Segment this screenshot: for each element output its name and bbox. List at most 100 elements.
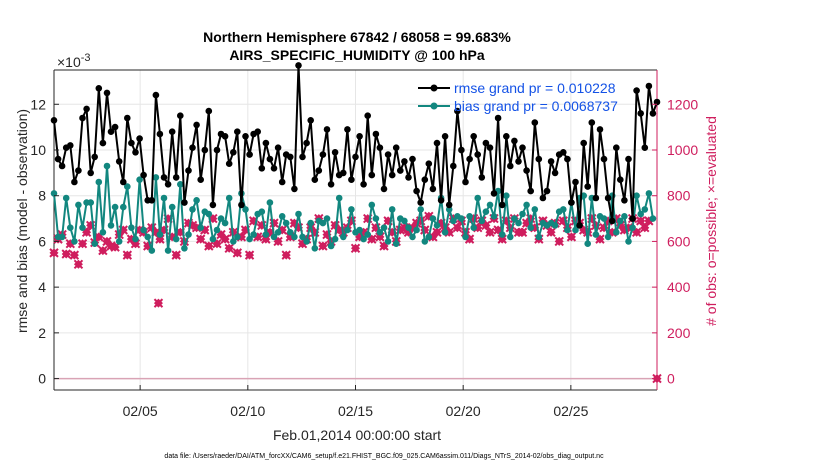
- bias-point-3: [62, 194, 70, 202]
- bias-point-14: [107, 222, 115, 229]
- rmse-point-65: [315, 167, 323, 174]
- rmse-point-16: [115, 158, 123, 165]
- bias-point-77: [364, 231, 372, 238]
- rmse-point-73: [348, 176, 355, 183]
- rmse-point-31: [177, 112, 184, 119]
- rmse-point-104: [474, 151, 482, 158]
- rmse-point-116: [523, 167, 530, 174]
- rmse-point-145: [641, 144, 649, 151]
- bias-point-0: [50, 190, 58, 197]
- bias-point-38: [205, 210, 213, 218]
- rmse-point-34: [189, 144, 196, 151]
- bias-point-20: [132, 235, 139, 243]
- bias-point-67: [323, 215, 331, 222]
- rmse-point-43: [225, 160, 233, 167]
- bias-point-78: [368, 201, 376, 209]
- rmse-point-62: [303, 139, 310, 147]
- bias-point-66: [319, 219, 327, 227]
- obs-evaluated-7: [77, 239, 88, 249]
- bias-point-27: [160, 194, 168, 202]
- bias-point-105: [478, 217, 486, 225]
- bias-point-13: [103, 162, 111, 170]
- bias-point-29: [168, 203, 176, 211]
- rmse-point-67: [323, 126, 331, 133]
- bias-point-56: [278, 213, 286, 220]
- rmse-point-135: [600, 155, 608, 163]
- rmse-point-12: [99, 139, 107, 147]
- bias-point-23: [144, 233, 151, 241]
- bias-point-54: [270, 233, 278, 241]
- bias-point-94: [433, 222, 441, 229]
- bias-point-41: [217, 215, 225, 222]
- bias-point-26: [156, 231, 164, 238]
- bias-point-101: [462, 233, 469, 241]
- bias-point-79: [372, 215, 380, 222]
- rmse-point-38: [205, 107, 213, 115]
- chart-title-line2: AIRS_SPECIFIC_HUMIDITY @ 100 hPa: [229, 47, 485, 63]
- bias-point-15: [111, 203, 119, 211]
- rmse-point-1: [54, 155, 62, 163]
- rmse-point-69: [331, 149, 339, 156]
- x-tick-label-4: 02/25: [553, 403, 588, 419]
- rmse-point-40: [213, 146, 221, 154]
- y-right-tick-label-0: 0: [667, 371, 675, 387]
- bias-point-58: [287, 229, 294, 236]
- y-left-tick-label-6: 12: [30, 96, 46, 112]
- rmse-point-83: [388, 171, 396, 179]
- bias-series: [50, 162, 657, 254]
- bias-point-9: [87, 199, 94, 206]
- bias-point-123: [551, 222, 559, 229]
- rmse-point-140: [621, 197, 628, 204]
- bias-point-114: [515, 219, 522, 227]
- rmse-point-121: [543, 187, 551, 195]
- rmse-point-53: [266, 155, 274, 163]
- y-axis-right-label: # of obs: o=possible; ×=evaluated: [703, 116, 719, 326]
- bias-point-49: [250, 231, 257, 238]
- rmse-point-42: [221, 133, 229, 140]
- bias-point-45: [234, 233, 241, 241]
- rmse-point-28: [164, 181, 172, 188]
- y-left-tick-label-5: 10: [30, 142, 46, 158]
- rmse-point-22: [140, 171, 147, 179]
- rmse-point-66: [319, 151, 327, 158]
- bias-point-64: [311, 245, 319, 252]
- rmse-point-100: [458, 146, 465, 154]
- bias-point-35: [193, 197, 200, 204]
- rmse-point-21: [136, 135, 143, 142]
- bias-point-90: [417, 206, 425, 213]
- rmse-point-146: [645, 82, 653, 90]
- bias-point-39: [209, 235, 217, 243]
- bias-point-88: [409, 233, 416, 241]
- bias-point-30: [172, 235, 180, 243]
- rmse-point-32: [181, 199, 188, 206]
- obs-evaluated-38: [204, 241, 214, 251]
- rmse-point-108: [490, 190, 498, 197]
- rmse-point-82: [384, 151, 392, 158]
- bias-point-128: [572, 226, 579, 234]
- rmse-point-118: [531, 119, 539, 126]
- bias-point-7: [79, 224, 86, 231]
- rmse-point-84: [392, 144, 400, 151]
- rmse-point-92: [425, 160, 433, 167]
- rmse-point-114: [515, 158, 522, 165]
- bias-point-98: [450, 217, 457, 225]
- bias-point-11: [95, 178, 103, 186]
- obs-evaluated-145: [640, 223, 650, 233]
- exponent-base: ×10: [57, 54, 81, 70]
- y-right-tick-label-2: 400: [667, 279, 691, 295]
- rmse-point-48: [246, 151, 253, 158]
- y-left-tick-label-0: 0: [38, 371, 46, 387]
- rmse-point-97: [445, 201, 453, 209]
- rmse-point-26: [156, 130, 164, 138]
- bias-point-110: [498, 231, 506, 238]
- rmse-point-15: [111, 123, 119, 131]
- rmse-point-18: [124, 114, 131, 122]
- y-axis-left-label: rmse and bias (model - observation): [14, 109, 30, 333]
- bias-point-61: [299, 233, 306, 241]
- bias-point-72: [344, 226, 351, 234]
- bias-point-142: [629, 224, 636, 231]
- bias-point-25: [152, 174, 160, 181]
- bias-point-48: [246, 235, 253, 243]
- rmse-point-122: [547, 158, 555, 165]
- bias-point-21: [136, 176, 143, 183]
